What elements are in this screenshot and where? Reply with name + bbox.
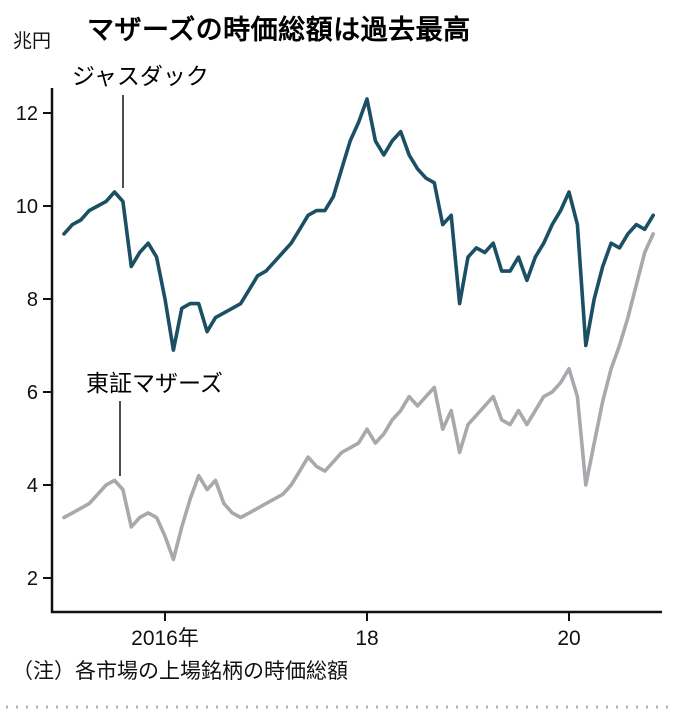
y-tick-label: 8 — [27, 289, 38, 311]
annotation-mothers: 東証マザーズ — [86, 370, 223, 476]
y-tick-label: 4 — [27, 475, 38, 497]
x-tick-label: 18 — [355, 627, 378, 650]
chart-title: マザーズの時価総額は過去最高 — [87, 15, 471, 45]
y-tick-label: 10 — [16, 196, 38, 218]
series-lines-group — [62, 97, 656, 562]
y-axis-unit-label: 兆円 — [13, 31, 52, 52]
annotation-jasdaq: ジャスダック — [72, 63, 209, 188]
series-line-jasdaq — [62, 97, 656, 352]
series-line-mothers — [62, 232, 656, 562]
y-tick-label: 2 — [27, 568, 38, 590]
x-tick-label: 20 — [557, 627, 580, 650]
y-tick-label: 12 — [16, 103, 38, 125]
y-tick-label: 6 — [27, 382, 38, 404]
annotation-mothers-label: 東証マザーズ — [86, 370, 223, 396]
x-tick-label: 2016年 — [131, 627, 199, 650]
axis-lines — [50, 88, 662, 614]
axis-ticks-group: 2 4 6 8 10 12 2016年 18 20 — [16, 103, 581, 650]
source-note: （注）各市場の上場銘柄の時価総額 — [12, 660, 348, 683]
annotation-jasdaq-label: ジャスダック — [72, 63, 209, 89]
